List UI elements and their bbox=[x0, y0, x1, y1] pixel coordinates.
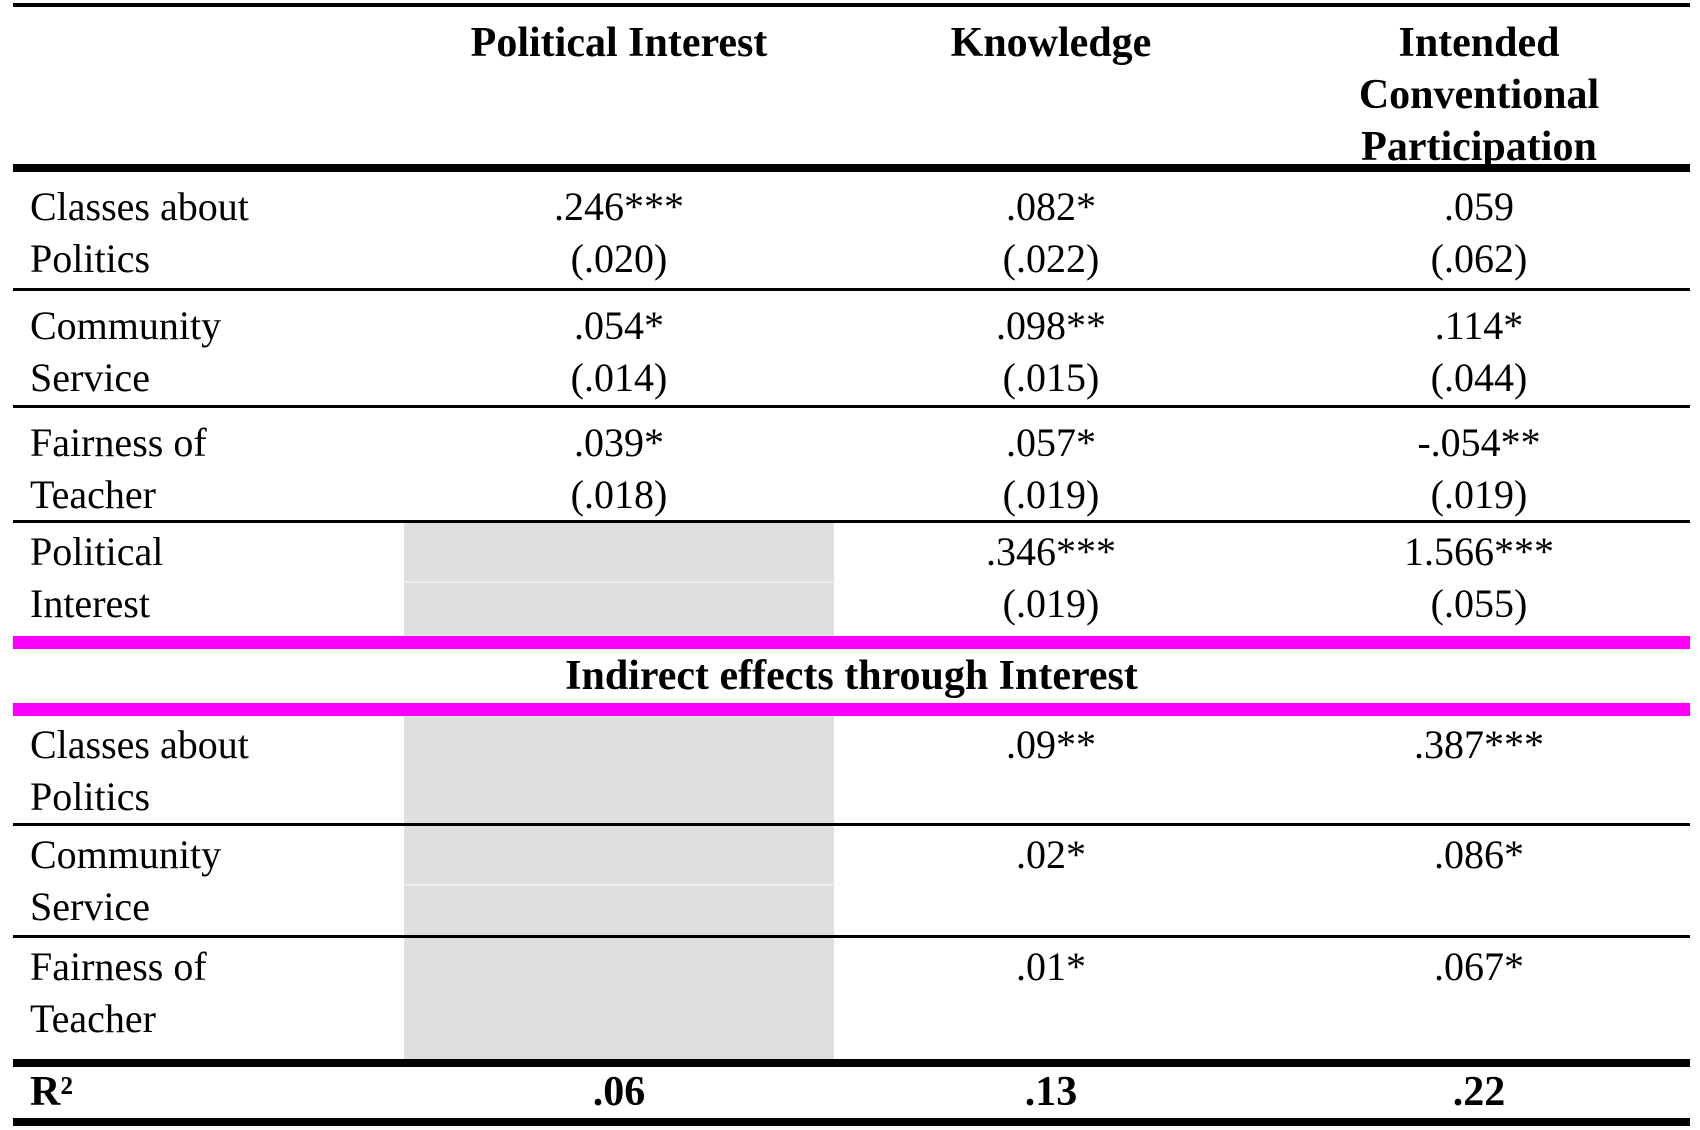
coefficient-cell: .246*** (.020) bbox=[404, 172, 834, 288]
coefficient-cell: 1.566*** (.055) bbox=[1268, 523, 1690, 636]
table-row-classes-indirect: Classes about Politics .09** .387*** bbox=[13, 716, 1690, 823]
standard-error: (.019) bbox=[1002, 581, 1100, 626]
row-rule bbox=[13, 823, 1690, 826]
coefficient: .057* bbox=[1006, 420, 1096, 465]
coefficient: .067* bbox=[1434, 944, 1524, 989]
magenta-divider-top bbox=[13, 636, 1690, 649]
table-row-interest-direct: Political Interest .346*** (.019) 1.566*… bbox=[13, 523, 1690, 636]
row-label: Fairness of Teacher bbox=[30, 420, 207, 517]
coefficient: .059 bbox=[1444, 184, 1514, 229]
header-rule bbox=[13, 164, 1690, 172]
highlight-split bbox=[404, 829, 834, 886]
coefficient: .09** bbox=[1006, 722, 1096, 767]
highlighted-empty-cell bbox=[404, 938, 834, 1059]
regression-table: Political Interest Knowledge Intended Co… bbox=[13, 0, 1690, 1126]
row-rule bbox=[13, 288, 1690, 291]
standard-error: (.044) bbox=[1430, 355, 1528, 400]
r2-top-rule bbox=[13, 1059, 1690, 1067]
row-label: Fairness of Teacher bbox=[30, 944, 207, 1041]
highlighted-empty-cell bbox=[404, 826, 834, 935]
coefficient-cell: .387*** bbox=[1268, 716, 1690, 823]
coefficient-cell: .086* bbox=[1268, 826, 1690, 935]
r-squared-value: .22 bbox=[1452, 1069, 1506, 1115]
coefficient-cell: .067* bbox=[1268, 938, 1690, 1059]
r-squared-label: R² bbox=[30, 1069, 73, 1115]
table-row-fairness-indirect: Fairness of Teacher .01* .067* bbox=[13, 938, 1690, 1059]
magenta-divider-bottom bbox=[13, 703, 1690, 716]
coefficient: .086* bbox=[1434, 832, 1524, 877]
highlighted-empty-cell bbox=[404, 716, 834, 823]
row-label: Classes about Politics bbox=[30, 184, 249, 281]
column-header-political-interest: Political Interest bbox=[470, 20, 768, 66]
table-row-service-direct: Community Service .054* (.014) .098** (.… bbox=[13, 291, 1690, 405]
coefficient-cell: -.054** (.019) bbox=[1268, 408, 1690, 521]
row-label: Political Interest bbox=[30, 529, 164, 626]
coefficient: .054* bbox=[574, 303, 664, 348]
bottom-rule bbox=[13, 1118, 1690, 1126]
row-rule bbox=[13, 405, 1690, 408]
standard-error: (.022) bbox=[1002, 236, 1100, 281]
coefficient: -.054** bbox=[1417, 420, 1541, 465]
top-rule bbox=[13, 3, 1690, 7]
coefficient: .01* bbox=[1016, 944, 1086, 989]
table-row-fairness-direct: Fairness of Teacher .039* (.018) .057* (… bbox=[13, 408, 1690, 520]
coefficient: 1.566*** bbox=[1404, 529, 1554, 574]
coefficient: .114* bbox=[1434, 303, 1524, 348]
header-line: Conventional bbox=[1358, 72, 1600, 118]
coefficient-cell: .098** (.015) bbox=[834, 291, 1268, 405]
table-row-classes-direct: Classes about Politics .246*** (.020) .0… bbox=[13, 172, 1690, 288]
coefficient: .039* bbox=[574, 420, 664, 465]
coefficient-cell: .054* (.014) bbox=[404, 291, 834, 405]
coefficient: .082* bbox=[1006, 184, 1096, 229]
coefficient: .098** bbox=[996, 303, 1106, 348]
coefficient-cell: .09** bbox=[834, 716, 1268, 823]
standard-error: (.055) bbox=[1430, 581, 1528, 626]
row-rule bbox=[13, 935, 1690, 938]
row-label: Community Service bbox=[30, 832, 222, 929]
table-row-service-indirect: Community Service .02* .086* bbox=[13, 826, 1690, 935]
standard-error: (.020) bbox=[570, 236, 668, 281]
row-label: Community Service bbox=[30, 303, 222, 400]
column-header-participation: Intended Conventional Participation bbox=[1268, 7, 1690, 173]
coefficient: .387*** bbox=[1414, 722, 1544, 767]
header-line: Participation bbox=[1361, 124, 1597, 170]
coefficient-cell: .02* bbox=[834, 826, 1268, 935]
coefficient-cell: .082* (.022) bbox=[834, 172, 1268, 288]
coefficient-cell: .059 (.062) bbox=[1268, 172, 1690, 288]
header-row: Political Interest Knowledge Intended Co… bbox=[13, 7, 1690, 170]
header-line: Intended bbox=[1398, 20, 1560, 66]
coefficient: .02* bbox=[1016, 832, 1086, 877]
highlight-split bbox=[404, 526, 834, 583]
coefficient: .346*** bbox=[986, 529, 1116, 574]
column-header-knowledge: Knowledge bbox=[950, 20, 1152, 66]
coefficient-cell: .057* (.019) bbox=[834, 408, 1268, 521]
row-label: Classes about Politics bbox=[30, 722, 249, 819]
r-squared-value: .13 bbox=[1024, 1069, 1078, 1115]
coefficient-cell: .01* bbox=[834, 938, 1268, 1059]
standard-error: (.015) bbox=[1002, 355, 1100, 400]
section-header: Indirect effects through Interest bbox=[565, 653, 1138, 699]
standard-error: (.019) bbox=[1430, 472, 1528, 517]
highlighted-empty-cell bbox=[404, 523, 834, 636]
row-rule bbox=[13, 520, 1690, 523]
r-squared-value: .06 bbox=[592, 1069, 646, 1115]
table-row-r-squared: R² .06 .13 .22 bbox=[13, 1067, 1690, 1118]
coefficient-cell: .114* (.044) bbox=[1268, 291, 1690, 405]
coefficient-cell: .039* (.018) bbox=[404, 408, 834, 521]
header-empty-cell bbox=[13, 7, 404, 173]
standard-error: (.019) bbox=[1002, 472, 1100, 517]
coefficient: .246*** bbox=[554, 184, 684, 229]
standard-error: (.014) bbox=[570, 355, 668, 400]
standard-error: (.018) bbox=[570, 472, 668, 517]
coefficient-cell: .346*** (.019) bbox=[834, 523, 1268, 636]
standard-error: (.062) bbox=[1430, 236, 1528, 281]
